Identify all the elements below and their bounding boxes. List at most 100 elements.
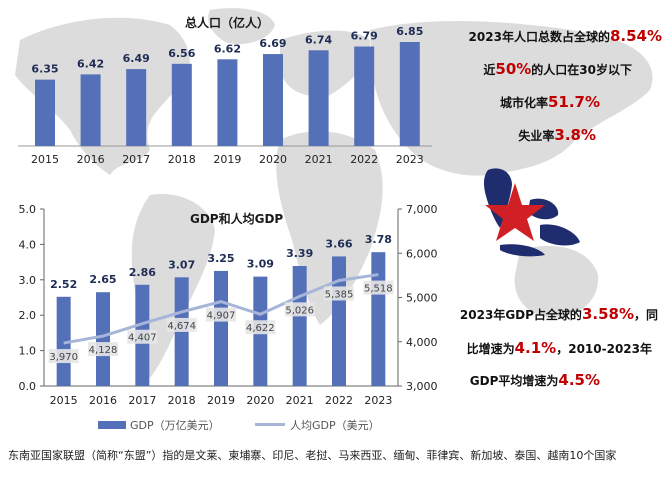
- per-capita-label-bg: [324, 286, 354, 301]
- legend-label-gdp: GDP（万亿美元）: [130, 419, 220, 432]
- stat-urbanization: 城市化率51.7%: [440, 93, 662, 111]
- y-left-tick-label: 2.0: [19, 309, 37, 322]
- stat-text: 城市化率: [499, 96, 548, 110]
- gdp-x-tick-label: 2020: [246, 394, 274, 407]
- gdp-value-label: 3.07: [168, 258, 195, 271]
- per-capita-label-bg: [166, 317, 197, 332]
- population-value-label: 6.49: [123, 52, 150, 65]
- population-bar: [399, 42, 420, 146]
- gdp-x-tick-label: 2021: [286, 394, 314, 407]
- stat-highlight: 4.1%: [514, 339, 557, 357]
- y-right-tick-label: 3,000: [406, 380, 438, 393]
- population-value-label: 6.69: [259, 37, 286, 50]
- stat-unemployment: 失业率3.8%: [440, 126, 662, 144]
- stat-text: 2023年GDP占全球的: [459, 308, 582, 322]
- gdp-x-tick-label: 2017: [128, 394, 156, 407]
- gdp-x-tick-label: 2016: [89, 394, 117, 407]
- population-x-tick-label: 2019: [213, 153, 241, 166]
- gdp-value-label: 3.09: [247, 258, 274, 271]
- gdp-bar: [292, 265, 307, 386]
- legend-swatch-line: [255, 423, 285, 426]
- population-value-label: 6.42: [77, 57, 104, 70]
- gdp-value-label: 3.39: [286, 247, 313, 260]
- y-left-tick-label: 0.0: [19, 380, 37, 393]
- stat-highlight: 50%: [495, 60, 532, 78]
- y-right-tick-label: 7,000: [406, 203, 438, 216]
- population-bar: [308, 50, 329, 147]
- population-bar: [171, 63, 192, 146]
- population-bar: [126, 69, 147, 146]
- population-x-tick-label: 2022: [350, 153, 378, 166]
- gdp-bar: [56, 296, 71, 386]
- australia-shape: [514, 245, 599, 318]
- stat-highlight: 3.58%: [581, 305, 634, 323]
- gdp-stats-line-2: 比增速为4.1%，2010-2023年: [467, 339, 652, 357]
- population-x-tick-label: 2021: [305, 153, 333, 166]
- population-value-label: 6.56: [168, 47, 195, 60]
- stat-highlight: 4.5%: [558, 371, 600, 389]
- population-value-label: 6.35: [31, 63, 58, 76]
- footnote: 东南亚国家联盟（简称“东盟”）指的是文莱、柬埔寨、印尼、老挝、马来西亚、缅甸、菲…: [8, 449, 617, 462]
- y-right-tick-label: 4,000: [406, 336, 438, 349]
- stat-population-share: 2023年人口总数占全球的8.54%: [440, 27, 662, 45]
- stat-text: 的人口在30岁以下: [531, 63, 632, 77]
- population-x-tick-label: 2015: [31, 153, 59, 166]
- gdp-chart: 0.0 1.0 2.0 3.0 4.0 5.0 3,000 4,000 5,000 6,000 7,…: [19, 203, 438, 407]
- per-capita-label-bg: [284, 302, 315, 317]
- stat-text: GDP平均增速为: [469, 374, 559, 388]
- population-x-tick-label: 2023: [396, 153, 424, 166]
- population-value-label: 6.74: [305, 33, 332, 46]
- per-capita-value-label: 5,385: [325, 289, 354, 300]
- asia-shape: [370, 20, 653, 176]
- gdp-bar: [214, 270, 228, 386]
- gdp-value-label: 3.78: [365, 233, 392, 246]
- per-capita-label-bg: [127, 329, 158, 344]
- y-left-tick-label: 4.0: [19, 238, 37, 251]
- gdp-stats-line-3: GDP平均增速为4.5%: [470, 371, 600, 389]
- per-capita-value-label: 4,907: [207, 311, 236, 322]
- population-bar: [263, 54, 283, 146]
- population-x-tick-label: 2017: [122, 153, 150, 166]
- y-left-tick-label: 1.0: [19, 345, 37, 358]
- stat-under-30: 近50%的人口在30岁以下: [440, 60, 662, 78]
- stat-text: 近: [483, 63, 496, 77]
- gdp-value-label: 3.25: [207, 252, 234, 265]
- per-capita-value-label: 4,674: [167, 321, 196, 332]
- gdp-x-tick-label: 2022: [325, 394, 353, 407]
- stat-highlight: 8.54%: [609, 27, 662, 45]
- asean-island-shape: [528, 198, 559, 220]
- y-left-tick-label: 5.0: [19, 203, 37, 216]
- population-chart: 6.35 2015 6.42 2016 6.49 2017 6.56 2018 6.62 2019…: [18, 25, 432, 166]
- gdp-x-tick-label: 2015: [50, 394, 78, 407]
- legend-label-per-capita: 人均GDP（美元）: [290, 419, 380, 432]
- per-capita-label-bg: [88, 342, 118, 357]
- gdp-value-label: 3.66: [325, 237, 352, 250]
- population-x-tick-label: 2018: [168, 153, 196, 166]
- gdp-bar: [371, 252, 386, 386]
- stat-text: 2023年人口总数占全球的: [468, 30, 610, 44]
- gdp-bar: [96, 292, 110, 386]
- star-icon: [485, 183, 545, 241]
- population-bar: [354, 46, 375, 146]
- y-left-tick-label: 3.0: [19, 274, 37, 287]
- population-bar: [80, 74, 101, 146]
- legend-swatch-bar: [98, 421, 126, 429]
- stat-text: 失业率: [518, 129, 555, 143]
- stat-highlight: 51.7%: [547, 93, 600, 111]
- population-bar: [217, 59, 238, 147]
- asean-island-shape: [540, 224, 580, 246]
- gdp-x-tick-label: 2019: [207, 394, 235, 407]
- population-value-label: 6.79: [351, 30, 378, 43]
- population-chart-title: 总人口（亿人）: [185, 16, 270, 30]
- gdp-value-label: 2.86: [129, 266, 156, 279]
- y-right-tick-label: 5,000: [406, 292, 438, 305]
- gdp-chart-title: GDP和人均GDP: [190, 212, 284, 226]
- population-x-tick-label: 2016: [77, 153, 105, 166]
- per-capita-value-label: 3,970: [49, 352, 78, 363]
- population-value-label: 6.62: [214, 42, 241, 55]
- gdp-bar: [332, 256, 346, 386]
- per-capita-value-label: 5,518: [364, 284, 393, 295]
- population-x-tick-label: 2020: [259, 153, 287, 166]
- population-value-label: 6.85: [396, 25, 423, 38]
- population-bar: [35, 79, 55, 146]
